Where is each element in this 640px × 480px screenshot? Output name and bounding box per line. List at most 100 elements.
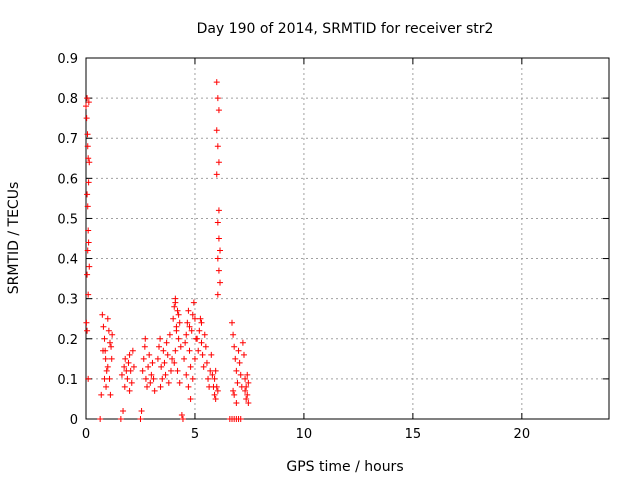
y-tick-label: 0.6 [57,172,78,187]
data-point [181,355,188,362]
data-point [86,159,93,166]
data-point [101,375,108,382]
data-point [156,343,163,350]
y-tick-label: 0.4 [57,253,78,268]
data-point [215,207,222,214]
data-point [84,271,91,278]
data-point [230,331,237,338]
data-point [186,323,193,330]
data-point [231,391,238,398]
data-point [229,319,236,326]
data-point [215,235,222,242]
x-tick-label: 5 [191,427,199,442]
data-point [84,131,91,138]
data-point [146,351,153,358]
data-point [105,327,112,334]
y-axis-title: SRMTID / TECUs [6,182,22,295]
y-tick-label: 0.1 [57,373,78,388]
data-point [237,416,244,422]
data-point [189,311,196,318]
data-point [243,383,250,390]
y-tick-label: 0.9 [57,52,78,67]
data-point [157,335,164,342]
data-point [209,371,216,378]
data-point [127,367,134,374]
data-point [107,391,114,398]
data-point [125,359,132,366]
y-tick-label: 0 [70,413,78,428]
data-point [212,395,219,402]
data-point [161,359,168,366]
data-point [175,335,182,342]
data-point [194,335,201,342]
data-point [158,363,165,370]
data-point [84,203,91,210]
data-point [217,247,224,254]
data-point [121,363,128,370]
data-point [164,351,171,358]
data-point [196,327,203,334]
data-point [169,355,176,362]
data-point [174,367,181,374]
data-point [99,311,106,318]
data-point [213,127,220,134]
data-point [122,355,129,362]
data-point [214,291,221,298]
data-point [215,107,222,114]
data-point [106,375,113,382]
grid-layer [86,58,609,419]
data-point [126,387,133,394]
data-point [211,391,218,398]
data-point [242,387,249,394]
data-point [84,95,91,102]
data-point [214,143,221,150]
data-point [145,363,152,370]
data-point [172,347,179,354]
data-point [148,371,155,378]
data-point [176,379,183,386]
data-point [205,375,212,382]
data-point [150,375,157,382]
data-point [212,367,219,374]
data-point [213,171,220,178]
data-point [154,355,161,362]
tick-layer: 0 0.1 0.2 0.3 0.4 0.5 0.6 0.7 0.8 0.9 0 5 10 15 20 [57,52,609,442]
x-tick-label: 10 [296,427,313,442]
data-point [217,279,224,286]
data-point [117,416,124,422]
data-point [191,355,198,362]
data-point [179,416,186,422]
data-point [188,327,195,334]
data-point [98,391,105,398]
data-point [85,227,92,234]
data-point [208,351,215,358]
data-point [189,375,196,382]
data-point [128,379,135,386]
data-point [171,359,178,366]
data-point [187,363,194,370]
data-point [175,311,182,318]
data-point [187,395,194,402]
data-point [85,239,92,246]
data-point [138,407,145,414]
data-point [230,387,237,394]
data-point [84,191,91,198]
data-point [233,399,240,406]
data-point [239,339,246,346]
data-point [100,323,107,330]
data-point [233,367,240,374]
data-point [240,351,247,358]
data-point [103,367,110,374]
data-point [103,383,110,390]
data-point [147,379,154,386]
data-point [215,267,222,274]
data-point [108,355,115,362]
x-tick-label: 0 [82,427,90,442]
data-point [200,363,207,370]
data-point [86,263,93,270]
data-point [83,103,89,110]
data-point [162,371,169,378]
data-point [144,383,151,390]
